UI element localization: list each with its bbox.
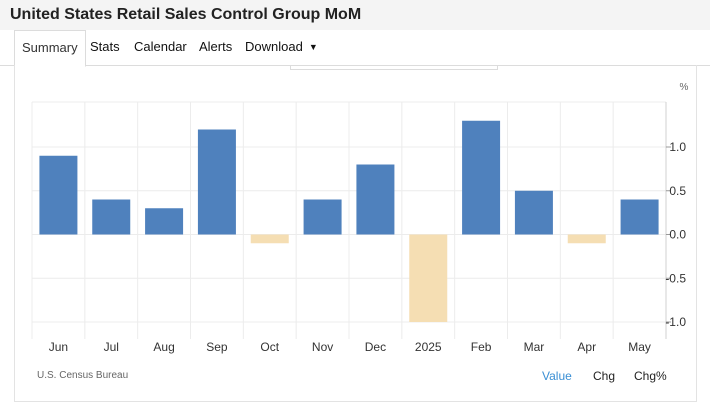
- tab-download[interactable]: Download ▼: [245, 30, 318, 65]
- y-tick-label: 0.0: [669, 228, 686, 242]
- tab-summary[interactable]: Summary: [14, 30, 86, 67]
- x-tick-label: Nov: [312, 340, 333, 354]
- bar-nov[interactable]: [303, 199, 342, 235]
- x-tick-label: Jun: [49, 340, 68, 354]
- tab-calendar[interactable]: Calendar: [134, 39, 187, 54]
- bar-mar[interactable]: [514, 190, 553, 235]
- chg-link[interactable]: Chg: [593, 369, 616, 383]
- x-tick-label: 2025: [415, 340, 442, 354]
- value-link[interactable]: Value: [542, 369, 572, 383]
- chg-pct-link[interactable]: Chg%: [634, 369, 667, 383]
- bar-aug[interactable]: [145, 208, 184, 235]
- source-label: U.S. Census Bureau: [37, 370, 129, 381]
- bar-apr[interactable]: [567, 234, 606, 244]
- bar-jun[interactable]: [39, 155, 78, 235]
- bar-dec[interactable]: [356, 164, 395, 235]
- tab-download-label: Download: [245, 39, 303, 54]
- chart-bars: [39, 120, 659, 323]
- x-tick-label: Jul: [104, 340, 119, 354]
- x-tick-label: Apr: [577, 340, 596, 354]
- chart-y-labels: 1.0 0.5 0.0 -0.5 -1.0: [665, 140, 686, 329]
- bar-may[interactable]: [620, 199, 659, 235]
- caret-down-icon: ▼: [308, 42, 318, 52]
- y-tick-label: -0.5: [665, 271, 686, 285]
- tab-bar: Summary Stats Calendar Alerts Download ▼: [0, 30, 710, 67]
- x-tick-label: Dec: [365, 340, 386, 354]
- x-tick-label: May: [628, 340, 651, 354]
- bar-jul[interactable]: [92, 199, 131, 235]
- x-tick-label: Aug: [153, 340, 174, 354]
- bar-2025[interactable]: [409, 234, 448, 323]
- y-tick-label: 1.0: [669, 140, 686, 154]
- x-tick-label: Oct: [260, 340, 279, 354]
- title-bar: United States Retail Sales Control Group…: [0, 0, 710, 31]
- tab-stats[interactable]: Stats: [90, 39, 120, 54]
- dropdown-shadow: [290, 65, 498, 70]
- bar-sep[interactable]: [197, 129, 236, 235]
- y-tick-label: 0.5: [669, 184, 686, 198]
- chart-x-labels: Jun Jul Aug Sep Oct Nov Dec 2025 Feb Mar Apr May: [49, 340, 651, 354]
- x-tick-label: Sep: [206, 340, 228, 354]
- chart-grid: [31, 101, 667, 339]
- chart-panel: [14, 65, 697, 402]
- y-axis-unit: %: [680, 82, 689, 93]
- bar-feb[interactable]: [462, 120, 501, 235]
- tab-alerts[interactable]: Alerts: [199, 39, 233, 54]
- page-title: United States Retail Sales Control Group…: [10, 6, 362, 23]
- bar-oct[interactable]: [250, 234, 289, 244]
- y-tick-label: -1.0: [665, 315, 686, 329]
- x-tick-label: Mar: [524, 340, 545, 354]
- x-tick-label: Feb: [471, 340, 492, 354]
